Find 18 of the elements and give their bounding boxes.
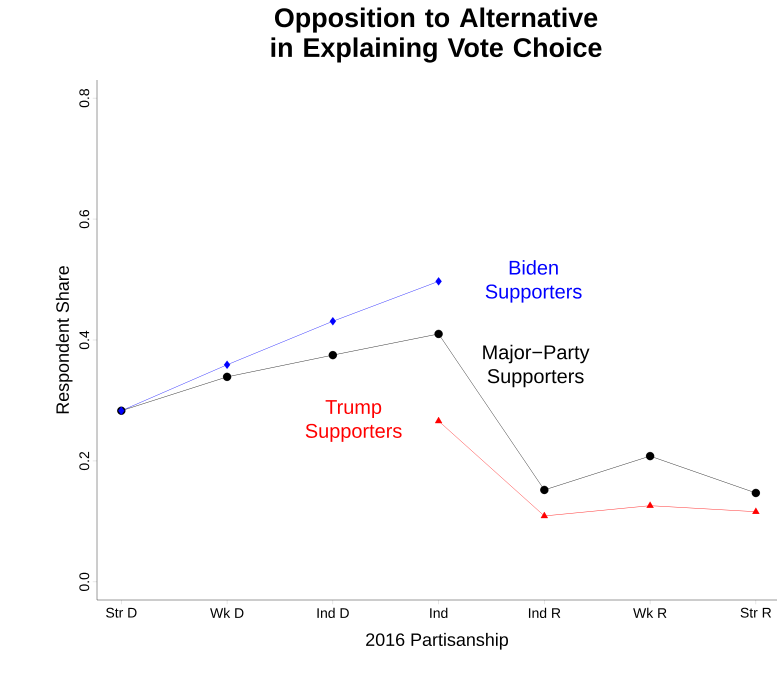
y-tick-label: 0.6 [79, 210, 90, 228]
y-tick-label: 0.4 [79, 330, 90, 350]
x-tick-label: Str R [740, 608, 772, 618]
series-label: Major−Party Supporters [483, 344, 590, 388]
x-tick-label: Wk R [633, 608, 666, 618]
series-label: Trump Supporters [306, 400, 402, 442]
text: Biden Supporters [486, 260, 582, 303]
x-tick-label: Str D [106, 608, 137, 618]
x-tick-label: Ind [430, 608, 448, 618]
y-axis-title: Respondent Share [56, 266, 73, 414]
y-tick-label: 0.8 [79, 89, 90, 108]
y-tick-label: 0.0 [79, 572, 90, 592]
y-tick-label: 0.2 [79, 452, 90, 470]
x-tick-label: Ind R [528, 608, 560, 618]
x-axis-title: 2016 Partisanship [366, 632, 508, 650]
chart-title: Opposition to Alternative in Explaining Vote Choice [271, 8, 602, 63]
x-tick-label: Ind D [317, 608, 349, 618]
x-tick-label: Wk D [210, 608, 244, 618]
